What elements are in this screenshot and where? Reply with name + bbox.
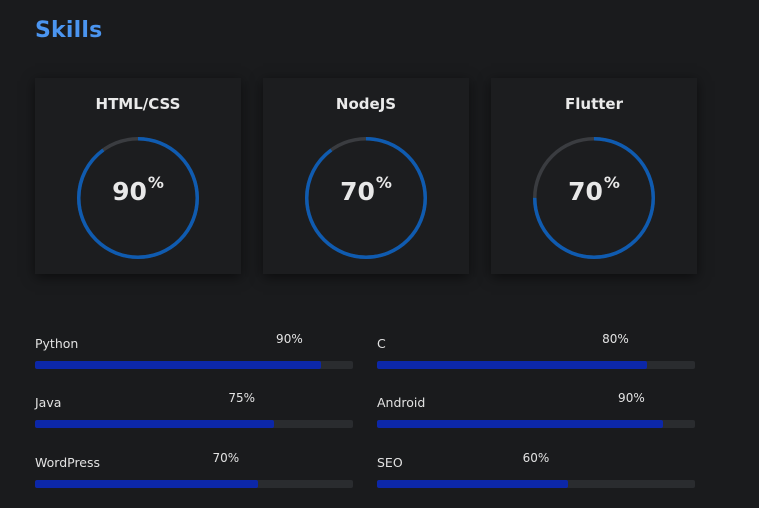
bar-skill-label: Java xyxy=(35,395,62,410)
progress-ring: 90% xyxy=(77,137,199,259)
progress-fill xyxy=(35,361,322,369)
progress-ring: 70% xyxy=(533,137,655,259)
skill-card-nodejs: NodeJS 70% xyxy=(263,78,469,274)
progress-track xyxy=(377,420,695,428)
bar-skill-percent: 90% xyxy=(618,391,645,405)
progress-fill xyxy=(35,480,258,488)
bar-skill-java: Java 75% xyxy=(35,389,353,429)
bar-skill-c: C 80% xyxy=(377,330,695,370)
bar-skill-wordpress: WordPress 70% xyxy=(35,449,353,489)
progress-track xyxy=(35,361,353,369)
skill-card-flutter: Flutter 70% xyxy=(491,78,697,274)
bar-skill-label: C xyxy=(377,336,386,351)
percent-unit: % xyxy=(603,173,620,192)
progress-track xyxy=(35,480,353,488)
skill-card-html-css: HTML/CSS 90% xyxy=(35,78,241,274)
percent-unit: % xyxy=(147,173,164,192)
section-title: Skills xyxy=(35,18,103,43)
bar-skill-percent: 70% xyxy=(212,451,240,465)
progress-ring: 70% xyxy=(305,137,427,259)
bar-skill-seo: SEO 60% xyxy=(377,449,695,489)
circle-skill-cards: HTML/CSS 90% NodeJS 70% Flutter 70% xyxy=(35,78,697,274)
ring-value: 90% xyxy=(112,173,164,206)
progress-ring-arc xyxy=(77,137,199,259)
bar-skill-percent: 75% xyxy=(228,391,256,405)
ring-value: 70% xyxy=(340,173,392,206)
bar-skill-percent: 60% xyxy=(522,451,550,465)
bar-skill-percent: 90% xyxy=(276,332,303,346)
progress-fill xyxy=(377,361,648,369)
progress-ring-arc xyxy=(533,137,655,259)
skill-card-title: HTML/CSS xyxy=(95,95,181,113)
progress-fill xyxy=(377,420,664,428)
progress-track xyxy=(35,420,353,428)
progress-fill xyxy=(35,420,274,428)
progress-ring-graphic xyxy=(77,137,199,259)
progress-ring-graphic xyxy=(533,137,655,259)
progress-track xyxy=(377,480,695,488)
ring-value: 70% xyxy=(568,173,620,206)
progress-track xyxy=(377,361,695,369)
bar-skill-label: Android xyxy=(377,395,426,410)
bar-skill-label: Python xyxy=(35,336,79,351)
progress-ring-graphic xyxy=(305,137,427,259)
percent-unit: % xyxy=(375,173,392,192)
skill-card-title: Flutter xyxy=(565,95,623,113)
bar-skill-percent: 80% xyxy=(602,332,629,346)
bar-skill-label: SEO xyxy=(377,455,403,470)
progress-ring-arc xyxy=(305,137,427,259)
bar-skill-python: Python 90% xyxy=(35,330,353,370)
skill-card-title: NodeJS xyxy=(335,95,397,113)
bar-skill-label: WordPress xyxy=(35,455,101,470)
progress-fill xyxy=(377,480,568,488)
bar-skill-android: Android 90% xyxy=(377,389,695,429)
